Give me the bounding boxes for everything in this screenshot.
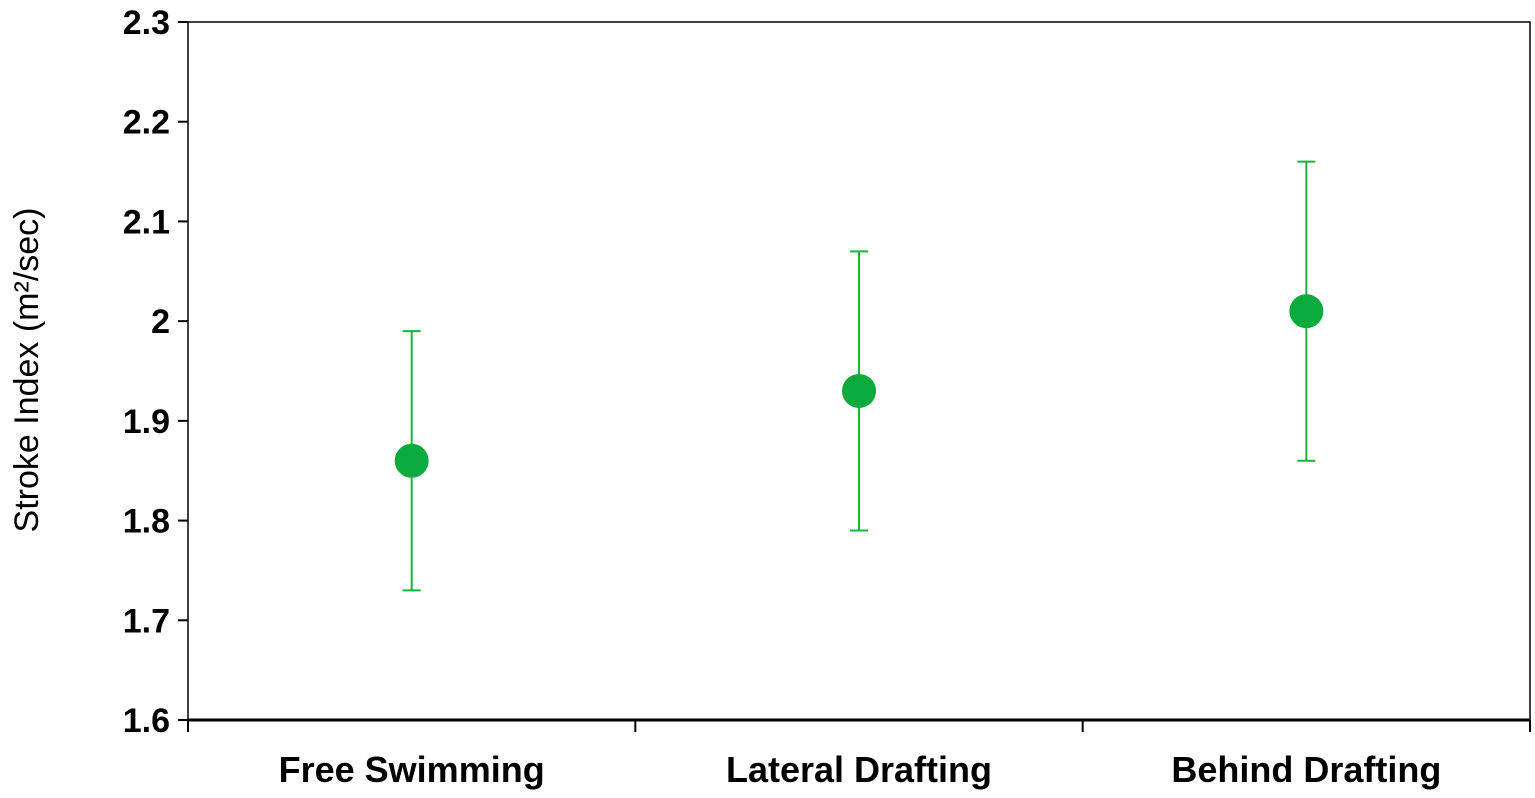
plot-frame bbox=[187, 21, 1531, 722]
x-tick-label: Behind Drafting bbox=[1171, 749, 1441, 790]
x-axis-ticks: Free Swimming Lateral Drafting Behind Draf… bbox=[187, 720, 1531, 790]
data-marks bbox=[394, 160, 1324, 592]
y-axis-label: Stroke Index (m²/sec) bbox=[8, 208, 46, 533]
data-point bbox=[1289, 294, 1324, 329]
y-axis-ticks: 1.6 1.7 1.8 1.9 2 2.1 2.2 2.3 bbox=[123, 4, 188, 740]
x-tick-label: Free Swimming bbox=[279, 749, 545, 790]
y-tick-label: 1.7 bbox=[123, 602, 170, 640]
y-tick-label: 2.3 bbox=[123, 4, 170, 42]
data-point bbox=[394, 443, 429, 478]
y-tick-label: 1.8 bbox=[123, 503, 170, 541]
x-tick-label: Lateral Drafting bbox=[726, 749, 992, 790]
y-tick-label: 1.6 bbox=[123, 702, 170, 740]
y-tick-label: 1.9 bbox=[123, 403, 170, 441]
y-tick-label: 2.1 bbox=[123, 203, 170, 241]
y-tick-label: 2.2 bbox=[123, 104, 170, 142]
data-point bbox=[842, 373, 876, 408]
y-tick-label: 2 bbox=[151, 303, 170, 341]
